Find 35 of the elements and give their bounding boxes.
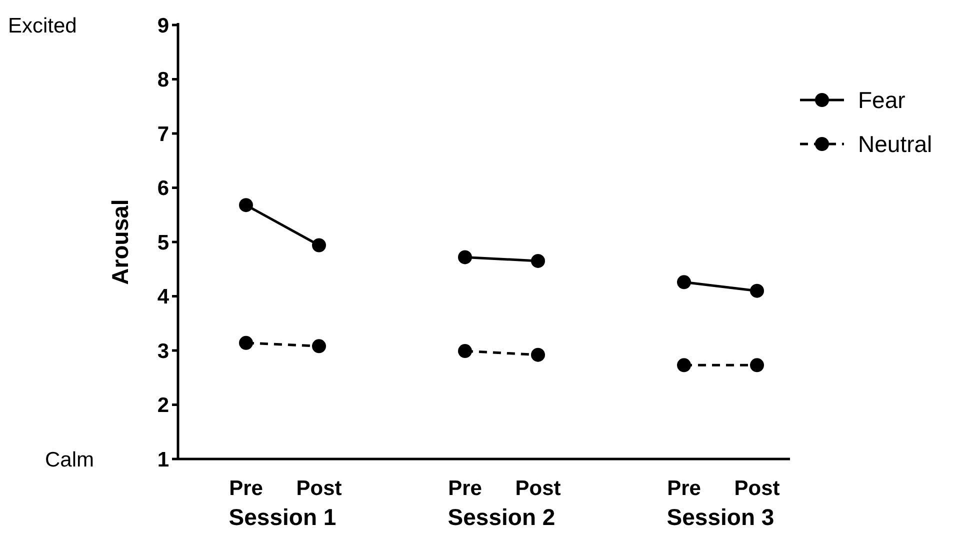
text: Session 2 [448,504,556,530]
point [531,348,545,362]
x-tick-label: Pre [448,477,482,500]
text: Excited [8,14,77,38]
point [677,358,691,372]
point [750,284,764,298]
point [458,344,472,358]
y-tick-label: 6 [157,177,169,200]
legend-label: Neutral [858,131,932,158]
y-tick-label: 1 [157,448,170,472]
legend-label: Fear [858,87,906,114]
x-tick-label: Pre [229,477,263,500]
point [312,238,326,252]
text: Calm [45,448,94,472]
y-tick-label: 3 [157,340,169,363]
point [458,250,472,264]
point [677,275,691,290]
y-axis-title: Arousal [107,199,133,285]
x-tick-label: Post [296,477,342,500]
point [750,358,764,372]
y-tick-label: 4 [157,286,170,309]
text: Session 3 [666,504,774,530]
x-tick-label: Pre [667,477,701,500]
text: Session 1 [228,504,336,530]
x-tick-label: Post [734,477,780,500]
y-tick-label: 2 [157,394,169,418]
x-tick-label: Post [515,477,561,500]
y-tick-label: 8 [157,68,170,92]
y-tick-label: 7 [157,122,169,146]
y-tick-label: 5 [157,231,170,254]
y-tick-label: 9 [157,14,169,38]
point [312,339,326,354]
point [239,336,253,350]
point [239,198,253,212]
point [531,254,545,268]
